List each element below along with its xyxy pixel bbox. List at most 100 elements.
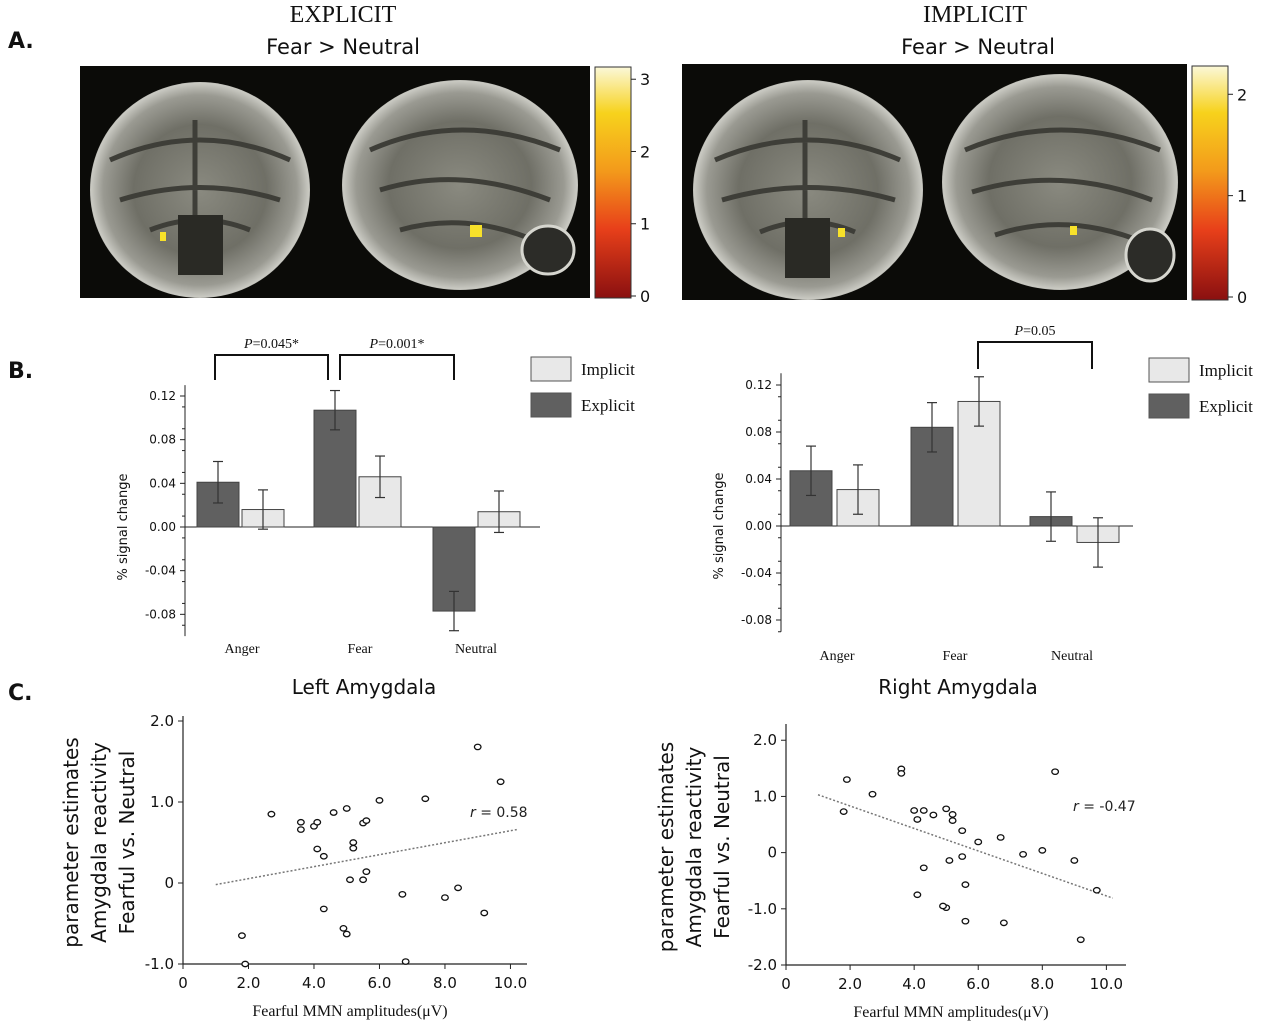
data-point	[996, 834, 1005, 841]
y-tick-label: -0.04	[145, 564, 176, 578]
data-point	[313, 818, 322, 826]
data-point	[942, 805, 951, 813]
panel-label-a: A.	[8, 29, 34, 54]
y-tick-label: -1.0	[748, 900, 777, 918]
y-tick-label: 0	[767, 844, 777, 862]
data-point	[319, 852, 328, 860]
implicit-sagittal-activation	[1070, 226, 1077, 235]
trend-line	[215, 828, 518, 886]
colorbar-tick-label: 3	[640, 70, 650, 89]
panel-label-c: C.	[8, 681, 33, 706]
data-point	[842, 776, 851, 783]
category-label-anger: Anger	[820, 649, 855, 664]
y-tick-label: 0.08	[149, 433, 176, 447]
data-point	[319, 905, 328, 913]
x-tick-label: 8.0	[1030, 975, 1054, 993]
legend-label-explicit: Explicit	[1199, 397, 1253, 416]
x-tick-label: 2.0	[838, 975, 862, 993]
data-point	[329, 809, 338, 816]
significance-bracket	[977, 341, 1093, 369]
data-point	[939, 902, 947, 910]
data-point	[1019, 850, 1028, 858]
explicit-heading: EXPLICIT	[290, 2, 397, 28]
category-label-fear: Fear	[348, 642, 373, 657]
explicit-coronal-slice	[90, 82, 310, 298]
data-point	[441, 894, 449, 901]
y-tick-label: 0.00	[745, 519, 772, 533]
data-point	[974, 838, 983, 846]
data-point	[398, 890, 407, 898]
data-point	[913, 891, 922, 899]
data-point	[919, 807, 928, 814]
explicit-colorbar-ticks: 3 2 1 0	[631, 70, 650, 306]
y-tick-label: 0.12	[149, 389, 176, 403]
data-point	[913, 816, 922, 823]
data-point	[362, 817, 371, 824]
data-point	[480, 909, 489, 917]
bar-chart-right: 0.12 0.08 0.04 0.00 -0.04 -0.08 % signal chang…	[712, 324, 1253, 664]
y-axis-label: % signal change	[712, 473, 727, 580]
data-point	[349, 844, 358, 852]
explicit-sagittal-slice	[342, 80, 578, 290]
y-tick-label: 1.0	[753, 787, 777, 805]
y-tick-label: 0.04	[149, 476, 176, 490]
legend-label-explicit: Explicit	[581, 396, 635, 415]
data-point	[961, 917, 970, 925]
implicit-colorbar	[1191, 65, 1229, 301]
y-tick-label: -2.0	[748, 956, 777, 974]
x-axis-label: Fearful MMN amplitudes(μV)	[252, 1003, 447, 1020]
data-point	[1038, 847, 1047, 854]
data-point	[839, 808, 848, 815]
y-tick-label: 0	[164, 874, 174, 892]
bar-chart-left: 0.12 0.08 0.04 0.00 -0.04 -0.08 % signal chang…	[116, 337, 635, 657]
data-point	[945, 857, 954, 864]
x-axis-label: Fearful MMN amplitudes(μV)	[853, 1004, 1048, 1021]
significance-bracket	[214, 354, 329, 380]
data-point	[296, 826, 305, 833]
data-point	[349, 839, 358, 846]
data-point	[313, 845, 322, 853]
colorbar-tick-label: 0	[640, 287, 650, 306]
data-point	[1076, 936, 1085, 944]
data-point	[267, 810, 276, 818]
data-point	[868, 790, 877, 798]
legend-label-implicit: Implicit	[1199, 361, 1253, 380]
legend-swatch-explicit	[1148, 393, 1190, 419]
colorbar-tick-label: 1	[640, 215, 650, 234]
colorbar-tick-label: 2	[640, 142, 650, 161]
y-tick-label: 0.12	[745, 378, 772, 392]
data-point	[346, 876, 354, 884]
data-point	[948, 811, 957, 818]
data-point	[359, 876, 368, 884]
legend-swatch-explicit	[530, 392, 572, 418]
data-point	[897, 770, 906, 777]
data-point	[473, 743, 482, 751]
x-tick-label: 4.0	[902, 975, 926, 993]
explicit-sagittal-activation	[470, 225, 482, 237]
y-tick-label: -0.08	[741, 613, 772, 627]
data-point	[375, 797, 384, 804]
data-point	[421, 795, 430, 803]
data-point	[919, 864, 928, 872]
category-label-neutral: Neutral	[1051, 649, 1093, 664]
x-tick-label: 6.0	[966, 975, 990, 993]
y-tick-label: 0.00	[149, 520, 176, 534]
y-axis-label-line: parameter estimates	[654, 742, 678, 952]
data-point	[910, 807, 919, 814]
implicit-heading: IMPLICIT	[923, 2, 1027, 28]
data-point	[929, 811, 938, 819]
y-tick-label: -0.08	[145, 607, 176, 621]
x-tick-label: 10.0	[494, 974, 527, 992]
y-tick-label: 1.0	[150, 793, 174, 811]
scatter-title: Left Amygdala	[292, 675, 436, 699]
y-axis-label-line: Amygdala reactivity	[87, 742, 111, 943]
scatter-title: Right Amygdala	[878, 675, 1037, 699]
x-tick-label: 4.0	[302, 974, 326, 992]
colorbar-tick-label: 1	[1237, 187, 1247, 206]
implicit-coronal-slice	[693, 80, 923, 300]
data-point	[362, 868, 371, 876]
trend-line	[817, 794, 1114, 899]
y-tick-label: 2.0	[150, 712, 174, 730]
